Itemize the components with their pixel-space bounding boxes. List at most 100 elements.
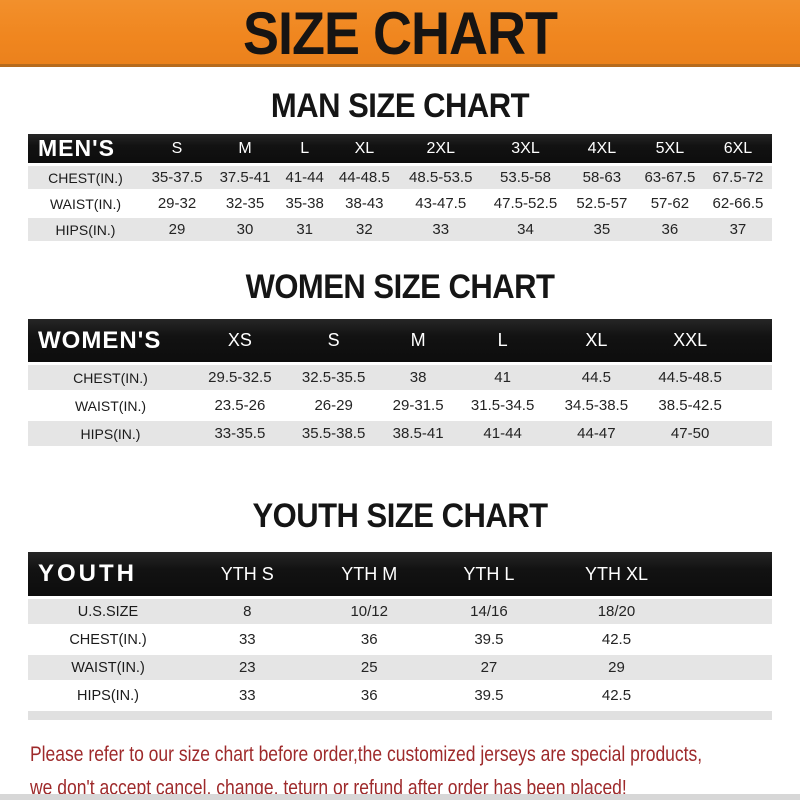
size-chart-section: MAN SIZE CHART MEN'S S M L XL 2XL 3XL 4XL 5XL 6XL…: [0, 85, 800, 244]
measurement-row: HIPS(IN.) 29 30 31 32 33 34 35 36 37: [28, 218, 772, 241]
spacer-cell: [687, 627, 772, 652]
spacer-cell: [687, 655, 772, 680]
size-value: 47.5-52.5: [483, 192, 568, 215]
size-value: 33: [188, 683, 307, 708]
size-value: 38.5-42.5: [643, 393, 737, 418]
size-table-body: CHEST(IN.) 29.5-32.5 32.5-35.5 38 41 44.5 44.5…: [28, 365, 772, 446]
size-table-body: CHEST(IN.) 35-37.5 37.5-41 41-44 44-48.5 48.5…: [28, 166, 772, 241]
size-column-header: 5XL: [635, 134, 704, 163]
size-value: 39.5: [431, 683, 546, 708]
size-column-header: XL: [549, 319, 644, 362]
spacer-cell: [687, 599, 772, 624]
size-value: 33: [398, 218, 484, 241]
size-value: 44.5-48.5: [643, 365, 737, 390]
size-column-header: M: [380, 319, 456, 362]
size-value: 23.5-26: [193, 393, 287, 418]
measurement-row: HIPS(IN.) 33 36 39.5 42.5: [28, 683, 772, 708]
size-value: 48.5-53.5: [398, 166, 484, 189]
size-column-header: M: [211, 134, 280, 163]
size-column-header: S: [143, 134, 212, 163]
measurement-row-label: U.S.SIZE: [28, 599, 188, 624]
size-value: 29: [143, 218, 212, 241]
spacer-cell: [737, 421, 772, 446]
size-table-body: U.S.SIZE 8 10/12 14/16 18/20 CHEST(IN.) 33 36 39…: [28, 599, 772, 720]
size-value: 35: [567, 218, 636, 241]
section-heading: YOUTH SIZE CHART: [0, 495, 800, 536]
measurement-row-label: WAIST(IN.): [28, 393, 193, 418]
size-value: 29-32: [143, 192, 212, 215]
size-column-header: 3XL: [483, 134, 568, 163]
size-value: 42.5: [545, 683, 687, 708]
size-value: 36: [306, 627, 432, 652]
size-column-header: YTH M: [306, 552, 432, 596]
banner: SIZE CHART: [0, 0, 800, 67]
size-value: 39.5: [431, 627, 546, 652]
size-value: 58-63: [567, 166, 636, 189]
section-heading: MAN SIZE CHART: [0, 85, 800, 126]
table-footer-strip: [28, 711, 772, 720]
spacer-cell: [737, 393, 772, 418]
section-heading-text: YOUTH SIZE CHART: [252, 495, 548, 536]
size-value: 41-44: [455, 421, 550, 446]
measurement-row: U.S.SIZE 8 10/12 14/16 18/20: [28, 599, 772, 624]
size-column-header: L: [279, 134, 331, 163]
size-table-head: YOUTH YTH S YTH M YTH L YTH XL: [28, 552, 772, 596]
size-value: 42.5: [545, 627, 687, 652]
measurement-row-label: HIPS(IN.): [28, 218, 143, 241]
size-value: 26-29: [286, 393, 381, 418]
size-value: 31: [279, 218, 331, 241]
measurement-row-label: CHEST(IN.): [28, 365, 193, 390]
size-column-header: S: [286, 319, 381, 362]
size-value: 29: [545, 655, 687, 680]
section-heading-text: MAN SIZE CHART: [270, 85, 530, 126]
size-column-header: 6XL: [703, 134, 772, 163]
size-column-header: XXL: [643, 319, 737, 362]
size-column-header: YTH XL: [545, 552, 687, 596]
measurement-row-label: CHEST(IN.): [28, 627, 188, 652]
size-value: 29-31.5: [380, 393, 456, 418]
size-column-header: XS: [193, 319, 287, 362]
table-group-label: WOMEN'S: [28, 319, 193, 362]
measurement-row-label: WAIST(IN.): [28, 192, 143, 215]
size-value: 44-48.5: [330, 166, 399, 189]
table-group-label: YOUTH: [28, 552, 188, 596]
size-value: 32-35: [211, 192, 280, 215]
size-value: 32: [330, 218, 399, 241]
footer-notice: Please refer to our size chart before or…: [30, 737, 790, 800]
measurement-row: WAIST(IN.) 23.5-26 26-29 29-31.5 31.5-34.5 34…: [28, 393, 772, 418]
spacer-cell: [687, 552, 772, 596]
size-table-header-row: YOUTH YTH S YTH M YTH L YTH XL: [28, 552, 772, 596]
measurement-row: CHEST(IN.) 33 36 39.5 42.5: [28, 627, 772, 652]
size-table: MEN'S S M L XL 2XL 3XL 4XL 5XL 6XL CHEST(IN.) 35-3…: [28, 131, 772, 244]
size-value: 38: [380, 365, 456, 390]
size-value: 33: [188, 627, 307, 652]
table-footer-strip-cell: [28, 711, 772, 720]
measurement-row-label: HIPS(IN.): [28, 421, 193, 446]
size-value: 62-66.5: [703, 192, 772, 215]
size-value: 33-35.5: [193, 421, 287, 446]
size-column-header: YTH L: [431, 552, 546, 596]
size-column-header: 2XL: [398, 134, 484, 163]
spacer-cell: [737, 365, 772, 390]
measurement-row: CHEST(IN.) 29.5-32.5 32.5-35.5 38 41 44.5 44.5…: [28, 365, 772, 390]
size-table: WOMEN'S XS S M L XL XXL CHEST(IN.) 29.5-32.5 32.…: [28, 316, 772, 449]
size-value: 52.5-57: [567, 192, 636, 215]
size-value: 43-47.5: [398, 192, 484, 215]
size-value: 23: [188, 655, 307, 680]
measurement-row: CHEST(IN.) 35-37.5 37.5-41 41-44 44-48.5 48.5…: [28, 166, 772, 189]
size-value: 67.5-72: [703, 166, 772, 189]
size-value: 53.5-58: [483, 166, 568, 189]
size-value: 37: [703, 218, 772, 241]
size-chart-section: WOMEN SIZE CHART WOMEN'S XS S M L XL XXL CHEST…: [0, 267, 800, 449]
size-value: 57-62: [635, 192, 704, 215]
size-value: 37.5-41: [211, 166, 280, 189]
size-value: 44-47: [549, 421, 644, 446]
size-table-head: MEN'S S M L XL 2XL 3XL 4XL 5XL 6XL: [28, 134, 772, 163]
measurement-row: WAIST(IN.) 23 25 27 29: [28, 655, 772, 680]
size-value: 8: [188, 599, 307, 624]
size-table-header-row: WOMEN'S XS S M L XL XXL: [28, 319, 772, 362]
size-value: 10/12: [306, 599, 432, 624]
spacer-cell: [737, 319, 772, 362]
measurement-row-label: HIPS(IN.): [28, 683, 188, 708]
